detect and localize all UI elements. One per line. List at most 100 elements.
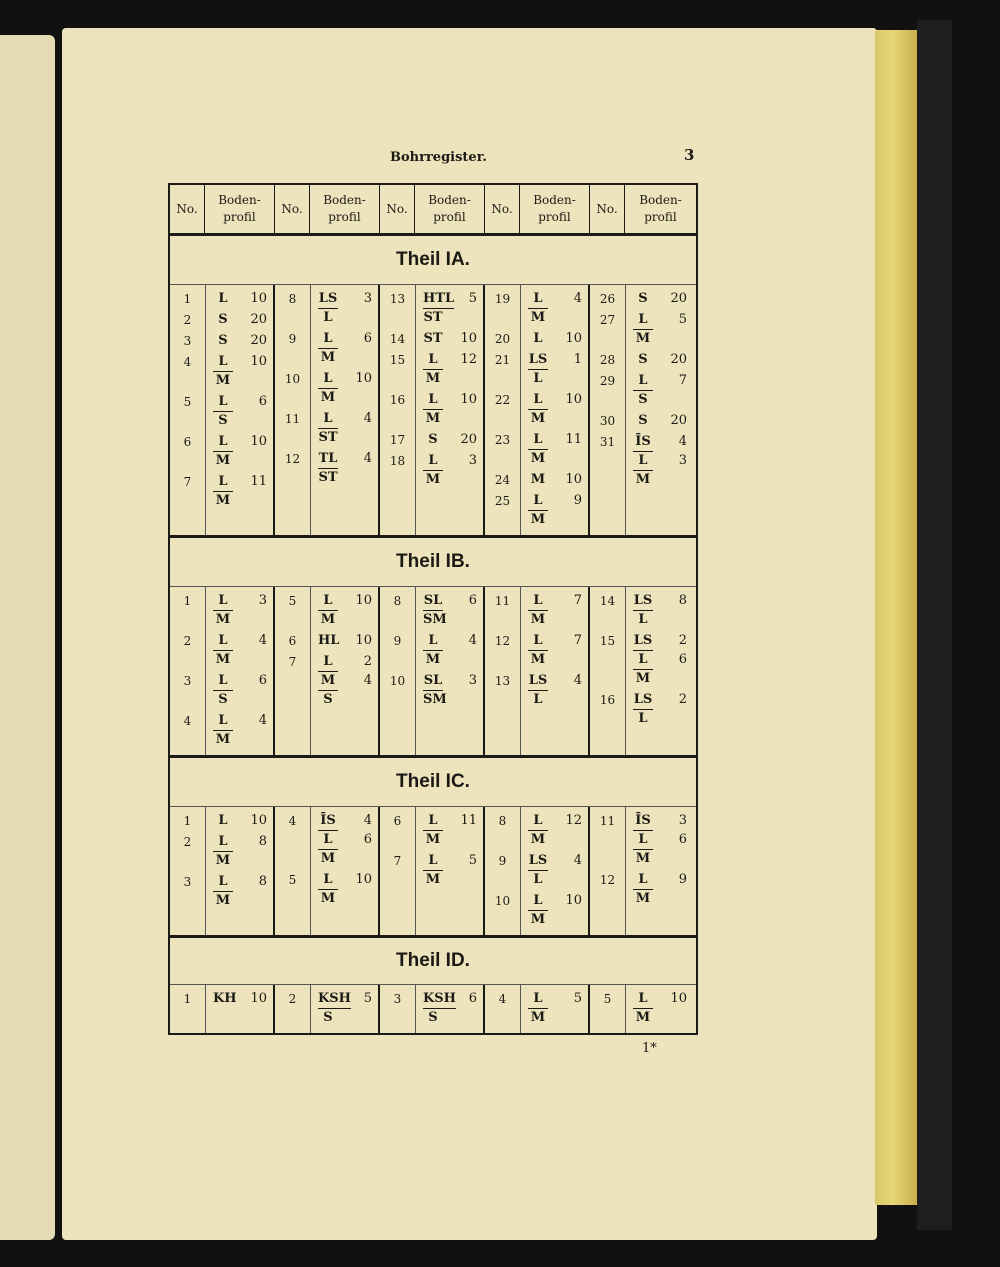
profile-layer: LS 2 [633, 691, 687, 710]
layer-code: SL [423, 672, 443, 691]
bore-number: 16 [389, 393, 406, 407]
profile-layer: L 10 [318, 592, 372, 611]
layer-code: M [425, 411, 441, 426]
bore-number: 26 [599, 292, 616, 306]
profile-layer: L 10 [318, 871, 372, 890]
layer-depth: 10 [565, 893, 582, 908]
layer-depth: 11 [460, 813, 477, 828]
profile-layer: L 11 [423, 812, 477, 831]
layer-depth: 6 [678, 652, 687, 667]
soil-profile: L 10 [205, 812, 273, 830]
layer-depth: 3 [468, 453, 477, 468]
layer-depth: 8 [258, 834, 267, 849]
bore-number: 4 [183, 355, 192, 369]
profile-layer: L [528, 871, 582, 889]
profile-layer: L 10 [213, 290, 267, 308]
layer-depth: 10 [250, 291, 267, 306]
profile-layer: S 20 [633, 290, 687, 308]
column-pair: 14 LS 8 L 15 LS 2 L 6 M 16 LS 2 L [590, 587, 696, 755]
layer-code: M [635, 851, 651, 866]
profile-layer: ĪS 4 [318, 812, 372, 831]
layer-code: L [318, 871, 338, 890]
section-body: 1 L 3 M 2 L 4 M 3 L 6 S 4 L 4 M 5 L 10 M 6 HL 10 7 L 2 M 4 S 8 SL 6 SM 9 L… [170, 587, 696, 758]
column-pair: 1 L 10 2 L 8 M 3 L 8 M [170, 807, 275, 935]
soil-profile: KH 10 [205, 990, 273, 1008]
profile-layer: M [423, 871, 477, 889]
layer-code: L [318, 653, 338, 672]
bohrregister-table: No. Boden- profil No. Boden- profil No. Bod… [168, 183, 698, 1035]
layer-depth: 2 [678, 692, 687, 707]
bore-number: 15 [389, 353, 406, 367]
profile-layer: M [318, 611, 372, 629]
bore-number: 13 [494, 674, 511, 688]
soil-profile: L 10 M [415, 391, 483, 428]
layer-depth: 4 [678, 434, 687, 449]
bore-number: 22 [494, 393, 511, 407]
layer-code: M [425, 832, 441, 847]
profile-layer: M [633, 330, 687, 348]
layer-code: L [218, 291, 228, 306]
layer-code: L [528, 431, 548, 450]
layer-code: M [530, 310, 546, 325]
layer-code: M [425, 872, 441, 887]
layer-code: M [215, 732, 231, 747]
profile-layer: TL 4 [318, 450, 372, 469]
bore-number: 20 [494, 332, 511, 346]
profile-layer: ST [318, 469, 372, 487]
layer-code: S [638, 291, 648, 306]
bore-number: 3 [183, 875, 192, 889]
header-profile: Boden- profil [520, 185, 590, 233]
soil-profile: L 10 M [310, 592, 378, 629]
column-pair: 6 L 11 M 7 L 5 M [380, 807, 485, 935]
layer-code: M [530, 612, 546, 627]
profile-layer: ST [318, 429, 372, 447]
profile-layer: L 10 [528, 892, 582, 911]
soil-profile: S 20 [625, 290, 696, 308]
layer-code: ST [423, 310, 443, 325]
profile-layer: S 20 [633, 412, 687, 430]
profile-layer: M [633, 850, 687, 868]
profile-layer: M [423, 370, 477, 388]
layer-code: L [633, 990, 653, 1009]
table-flow: No. Boden- profil No. Boden- profil No. Bod… [168, 183, 698, 1057]
layer-code: ST [318, 430, 338, 445]
soil-profile: LS 3 L [310, 290, 378, 327]
profile-layer: M [318, 850, 372, 868]
layer-code: M [425, 472, 441, 487]
layer-code: L [423, 632, 443, 651]
soil-profile: L 10 M [625, 990, 696, 1027]
layer-code: S [218, 312, 228, 327]
profile-layer: KSH 6 [423, 990, 477, 1009]
column-pair: 26 S 20 27 L 5 M 28 S 20 29 L 7 S 30 S 20 31 ĪS 4 L 3 M [590, 285, 696, 535]
layer-code: L [323, 310, 333, 325]
layer-depth: 4 [363, 411, 372, 426]
profile-layer: S [213, 691, 267, 709]
soil-profile: HL 10 [310, 632, 378, 650]
layer-code: L [638, 612, 648, 627]
layer-code: M [530, 472, 546, 487]
soil-profile: L 10 M [310, 370, 378, 407]
layer-depth: 3 [258, 593, 267, 608]
profile-layer: S [633, 391, 687, 409]
profile-layer: HL 10 [318, 632, 372, 650]
soil-profile: M 10 [520, 471, 588, 489]
layer-code: M [215, 652, 231, 667]
bore-number: 17 [389, 433, 406, 447]
layer-code: ST [318, 470, 338, 485]
layer-depth: 4 [363, 451, 372, 466]
layer-code: TL [318, 450, 338, 469]
section-title: Theil IB. [170, 538, 696, 587]
layer-depth: 10 [565, 392, 582, 407]
profile-layer: LS 8 [633, 592, 687, 611]
profile-layer: M [528, 611, 582, 629]
bore-number: 2 [183, 634, 192, 648]
soil-profile: LS 2 L [625, 691, 696, 728]
